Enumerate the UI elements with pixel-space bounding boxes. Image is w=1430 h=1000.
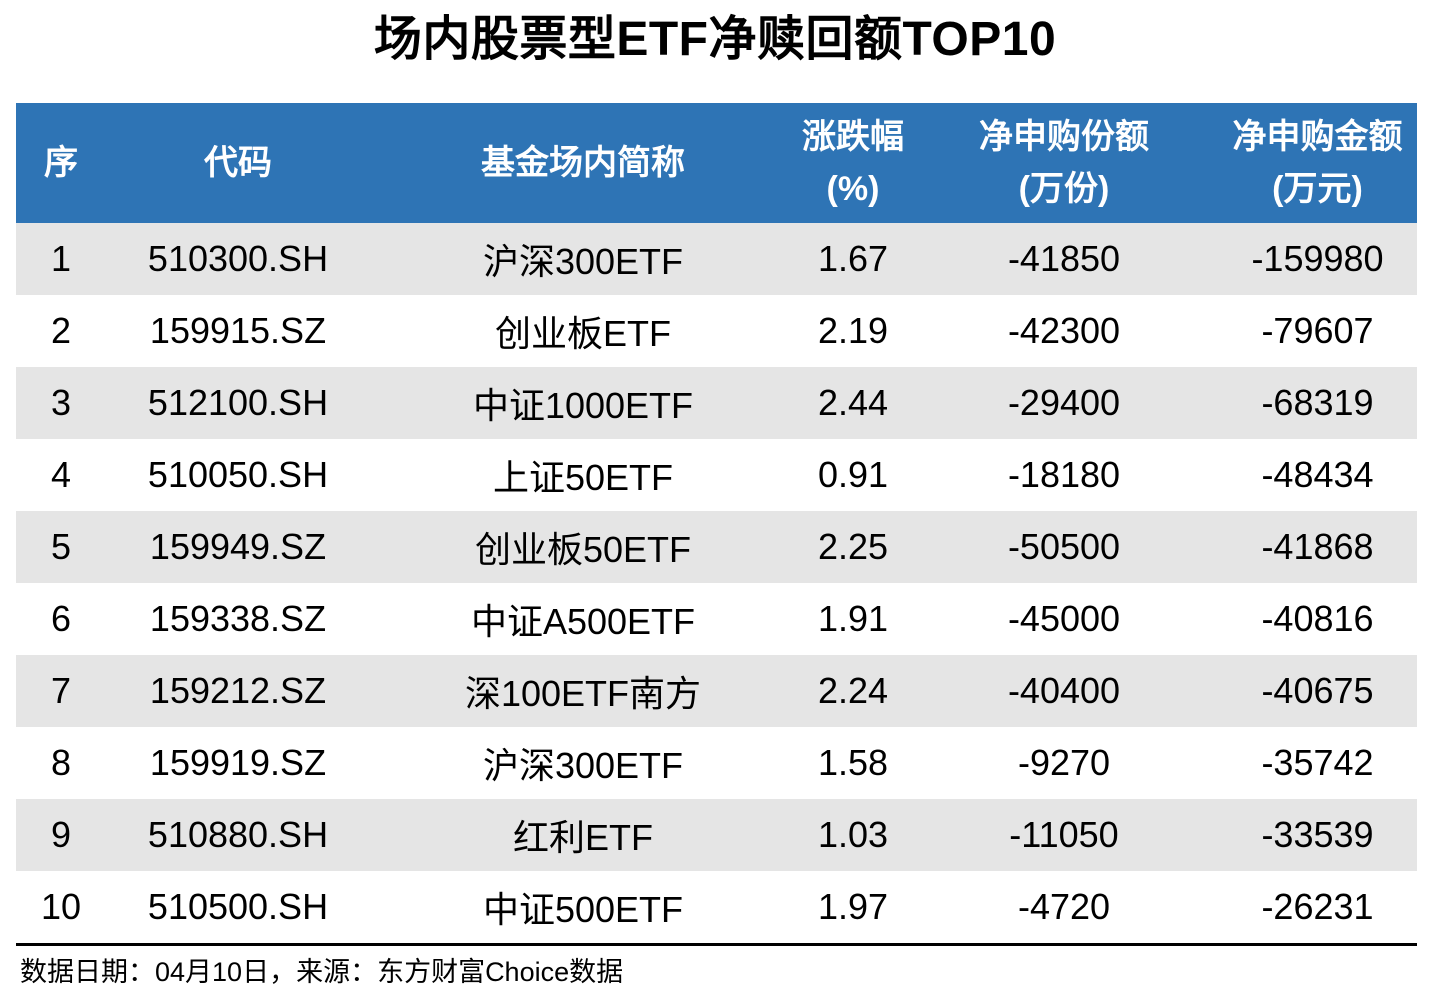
cell-net-shares: -40400 [1007, 670, 1121, 711]
table-row: 1 510300.SH 沪深300ETF 1.67 -41850 -159980 [16, 223, 1417, 295]
table-row: 9 510880.SH 红利ETF 1.03 -11050 -33539 [16, 799, 1417, 871]
cell-change-pct: 0.91 [817, 454, 889, 495]
cell-net-shares: -42300 [1007, 310, 1121, 351]
cell-net-amount: -41868 [1261, 526, 1374, 567]
cell-code: 510880.SH [147, 814, 329, 855]
cell-change-pct: 1.67 [817, 238, 889, 279]
cell-fund-name: 中证1000ETF [472, 385, 694, 426]
cell-net-amount: -48434 [1261, 454, 1374, 495]
table-row: 8 159919.SZ 沪深300ETF 1.58 -9270 -35742 [16, 727, 1417, 799]
cell-code: 510500.SH [147, 886, 329, 927]
table-row: 6 159338.SZ 中证A500ETF 1.91 -45000 -40816 [16, 583, 1417, 655]
cell-seq: 8 [50, 742, 72, 783]
table-row: 3 512100.SH 中证1000ETF 2.44 -29400 -68319 [16, 367, 1417, 439]
cell-net-amount: -40675 [1261, 670, 1374, 711]
table-row: 5 159949.SZ 创业板50ETF 2.25 -50500 -41868 [16, 511, 1417, 583]
col-header-net-amount: 净申购金额 (万元) [1218, 103, 1417, 223]
cell-fund-name: 沪深300ETF [482, 241, 684, 282]
table-row: 10 510500.SH 中证500ETF 1.97 -4720 -26231 [16, 871, 1417, 943]
cell-code: 159915.SZ [149, 310, 327, 351]
cell-net-amount: -79607 [1261, 310, 1374, 351]
cell-net-shares: -9270 [1017, 742, 1111, 783]
cell-seq: 7 [50, 670, 72, 711]
cell-change-pct: 1.03 [817, 814, 889, 855]
cell-change-pct: 2.24 [817, 670, 889, 711]
col-header-unit: (万份) [1018, 170, 1110, 208]
col-header-label: 代码 [204, 144, 272, 182]
cell-code: 512100.SH [147, 382, 329, 423]
col-header-unit: (万元) [1272, 170, 1363, 208]
cell-net-amount: -26231 [1261, 886, 1374, 927]
cell-net-shares: -11050 [1009, 814, 1119, 855]
footer-divider [16, 943, 1417, 946]
cell-seq: 1 [50, 238, 72, 279]
cell-fund-name: 中证500ETF [482, 889, 684, 930]
cell-fund-name: 中证A500ETF [470, 601, 696, 642]
col-header-fund-name: 基金场内简称 [370, 103, 796, 223]
page-title: 场内股票型ETF净赎回额TOP10 [373, 13, 1057, 66]
cell-fund-name: 沪深300ETF [482, 745, 684, 786]
col-header-label: 净申购份额 [979, 118, 1149, 156]
cell-fund-name: 创业板ETF [495, 313, 671, 354]
col-header-label: 涨跌幅 [802, 118, 904, 156]
cell-change-pct: 2.19 [817, 310, 889, 351]
cell-seq: 6 [50, 598, 72, 639]
col-header-label: 净申购金额 [1232, 118, 1403, 156]
col-header-change-pct: 涨跌幅 (%) [796, 103, 910, 223]
cell-net-shares: -4720 [1017, 886, 1111, 927]
data-source-note: 数据日期：04月10日，来源：东方财富Choice数据 [20, 957, 624, 987]
cell-fund-name: 红利ETF [513, 817, 653, 858]
table-row: 7 159212.SZ 深100ETF南方 2.24 -40400 -40675 [16, 655, 1417, 727]
col-header-code: 代码 [106, 103, 370, 223]
cell-code: 159949.SZ [149, 526, 327, 567]
cell-seq: 10 [40, 886, 82, 927]
cell-seq: 5 [50, 526, 72, 567]
cell-change-pct: 1.58 [817, 742, 889, 783]
header-row: 序 代码 基金场内简称 涨跌幅 (%) 净申购份额 (万份) 净申购金额 (万 [16, 103, 1417, 223]
cell-code: 159919.SZ [149, 742, 327, 783]
table-header: 序 代码 基金场内简称 涨跌幅 (%) 净申购份额 (万份) 净申购金额 (万 [16, 103, 1417, 223]
col-header-unit: (%) [826, 170, 880, 208]
cell-net-amount: -35742 [1261, 742, 1374, 783]
cell-seq: 2 [50, 310, 72, 351]
etf-net-redemption-table: 序 代码 基金场内简称 涨跌幅 (%) 净申购份额 (万份) 净申购金额 (万 [16, 103, 1417, 943]
cell-net-amount: -159980 [1251, 238, 1384, 279]
cell-fund-name: 上证50ETF [492, 457, 674, 498]
cell-net-amount: -68319 [1261, 382, 1374, 423]
cell-net-amount: -33539 [1261, 814, 1374, 855]
col-header-label: 基金场内简称 [481, 144, 685, 182]
cell-code: 510050.SH [147, 454, 329, 495]
cell-fund-name: 深100ETF南方 [464, 673, 702, 714]
cell-change-pct: 1.91 [817, 598, 889, 639]
cell-code: 159338.SZ [149, 598, 327, 639]
col-header-seq: 序 [16, 103, 106, 223]
cell-change-pct: 2.44 [817, 382, 889, 423]
cell-code: 159212.SZ [149, 670, 327, 711]
col-header-net-shares: 净申购份额 (万份) [910, 103, 1218, 223]
cell-net-shares: -29400 [1007, 382, 1121, 423]
cell-seq: 3 [50, 382, 72, 423]
cell-seq: 9 [50, 814, 72, 855]
col-header-label: 序 [44, 144, 78, 182]
cell-net-shares: -45000 [1007, 598, 1121, 639]
cell-net-shares: -41850 [1007, 238, 1121, 279]
cell-change-pct: 2.25 [817, 526, 889, 567]
cell-net-shares: -50500 [1007, 526, 1121, 567]
cell-net-amount: -40816 [1261, 598, 1374, 639]
cell-net-shares: -18180 [1007, 454, 1121, 495]
table-row: 2 159915.SZ 创业板ETF 2.19 -42300 -79607 [16, 295, 1417, 367]
table-row: 4 510050.SH 上证50ETF 0.91 -18180 -48434 [16, 439, 1417, 511]
cell-code: 510300.SH [147, 238, 329, 279]
table-body: 1 510300.SH 沪深300ETF 1.67 -41850 -159980… [16, 223, 1417, 943]
cell-seq: 4 [50, 454, 72, 495]
cell-fund-name: 创业板50ETF [474, 529, 692, 570]
cell-change-pct: 1.97 [817, 886, 889, 927]
